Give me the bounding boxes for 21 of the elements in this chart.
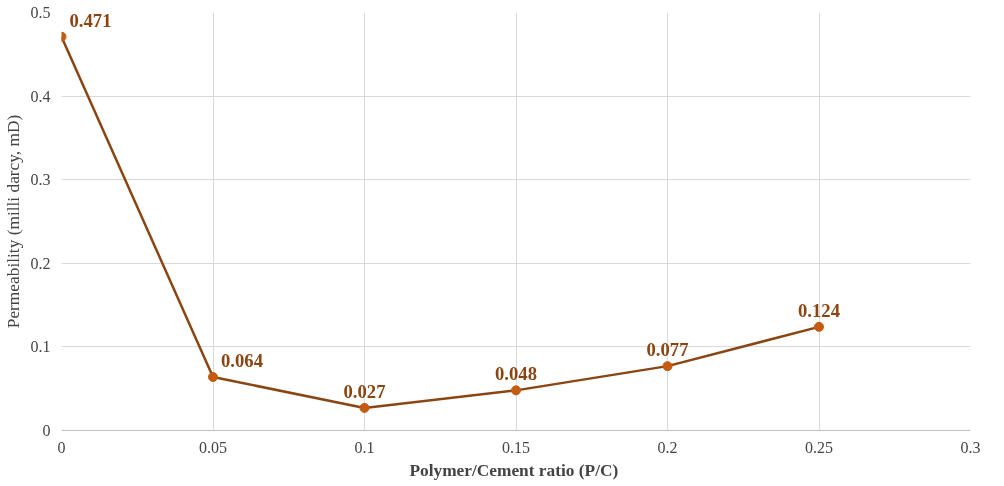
data-label: 0.048 [495, 363, 537, 385]
x-tick-label: 0.15 [502, 438, 530, 456]
y-tick-label: 0.4 [30, 87, 51, 105]
data-label: 0.064 [221, 350, 263, 371]
x-tick-label: 0.25 [805, 438, 833, 456]
y-tick-label: 0 [42, 422, 51, 439]
y-tick-label: 0.1 [30, 338, 51, 356]
data-label: 0.077 [646, 339, 689, 361]
data-label: 0.471 [69, 9, 112, 31]
x-tick-label: 0.3 [960, 438, 981, 456]
x-tick-label: 0.1 [354, 438, 375, 456]
y-tick-label: 0.5 [30, 4, 51, 21]
x-axis-title: Polymer/Cement ratio (P/C) [409, 460, 619, 480]
y-tick-label: 0.2 [30, 254, 51, 272]
x-tick-label: 0 [57, 438, 66, 456]
y-tick-label: 0.3 [30, 171, 51, 189]
y-axis-title: Permeability (milli darcy, mD) [3, 114, 23, 329]
x-tick-label: 0.05 [199, 438, 227, 456]
x-tick-label: 0.2 [657, 438, 678, 456]
data-label: 0.027 [343, 380, 386, 402]
data-label: 0.124 [798, 299, 840, 321]
